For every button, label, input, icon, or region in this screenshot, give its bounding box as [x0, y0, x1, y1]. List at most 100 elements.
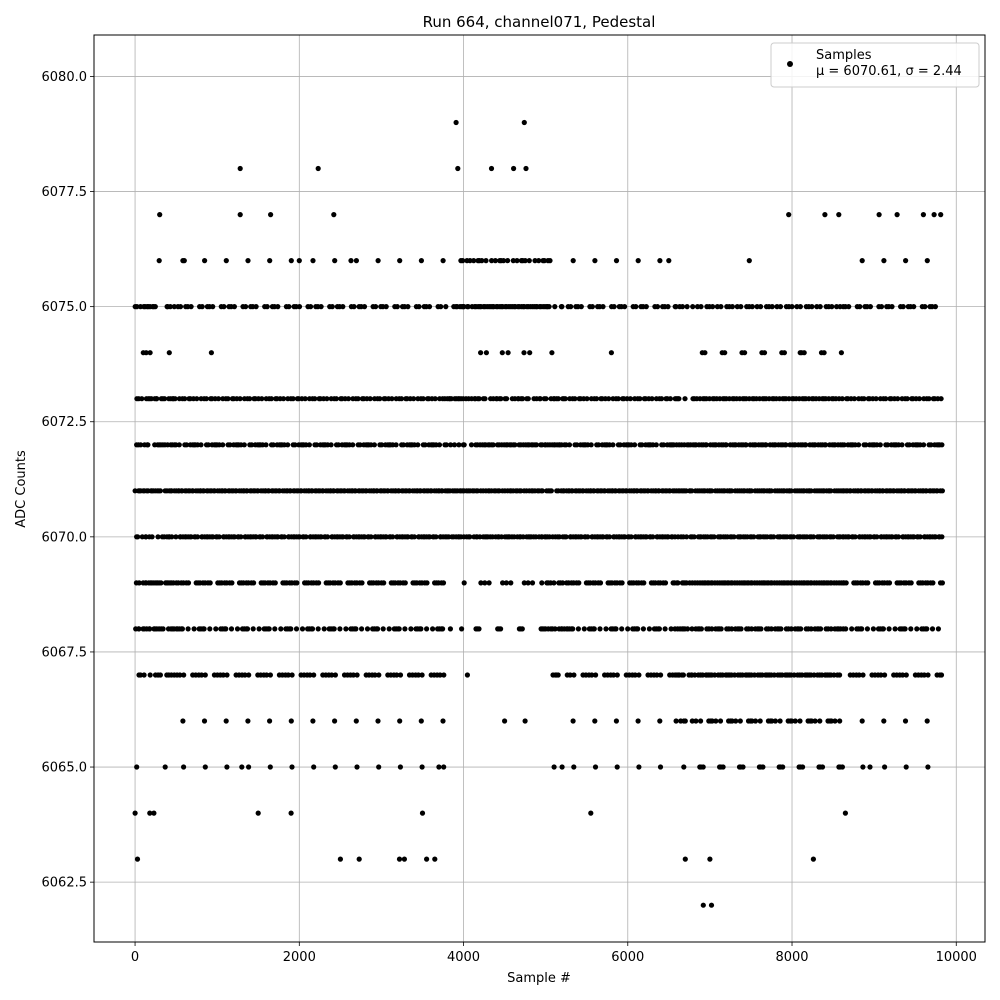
- data-point: [207, 626, 213, 632]
- data-point: [154, 396, 160, 402]
- data-point: [478, 350, 484, 356]
- data-point: [255, 810, 261, 816]
- data-point: [337, 580, 343, 586]
- data-point: [860, 672, 866, 678]
- data-point: [286, 304, 292, 310]
- data-point: [156, 258, 162, 264]
- data-point: [379, 442, 385, 448]
- data-point: [424, 856, 430, 862]
- data-point: [157, 488, 163, 494]
- data-point: [679, 304, 686, 310]
- data-point: [792, 718, 798, 724]
- data-point: [415, 442, 421, 448]
- data-point: [508, 580, 514, 586]
- data-point: [883, 396, 889, 402]
- legend: Samples μ = 6070.61, σ = 2.44: [770, 42, 980, 88]
- data-point: [902, 626, 908, 632]
- data-point: [210, 304, 216, 310]
- data-point: [166, 350, 172, 356]
- data-point: [939, 442, 945, 448]
- data-point: [308, 304, 314, 310]
- data-point: [521, 580, 527, 586]
- data-point: [570, 626, 576, 632]
- data-point: [771, 534, 777, 540]
- data-point: [383, 304, 389, 310]
- data-point: [380, 626, 386, 632]
- data-point: [709, 718, 715, 724]
- data-point: [237, 212, 243, 218]
- data-point: [337, 626, 343, 632]
- data-point: [471, 258, 477, 264]
- data-point: [654, 304, 661, 310]
- data-point: [231, 304, 237, 310]
- data-point: [147, 626, 153, 632]
- data-point: [157, 672, 163, 678]
- data-point: [533, 442, 540, 448]
- data-point: [859, 718, 865, 724]
- data-point: [521, 350, 527, 356]
- data-point: [293, 626, 300, 632]
- data-point: [280, 396, 287, 402]
- data-point: [608, 350, 615, 356]
- data-point: [917, 534, 923, 540]
- data-point: [318, 304, 324, 310]
- data-point: [247, 396, 253, 402]
- data-point: [758, 304, 764, 310]
- data-point: [237, 165, 243, 172]
- data-point: [207, 580, 213, 586]
- data-point: [597, 580, 604, 586]
- data-point: [357, 442, 363, 448]
- data-point: [738, 626, 744, 632]
- data-point: [512, 442, 518, 448]
- data-point: [552, 304, 558, 310]
- data-point: [555, 672, 561, 678]
- data-point: [560, 580, 566, 586]
- data-point: [426, 304, 433, 310]
- data-point: [571, 672, 577, 678]
- data-point: [310, 258, 316, 264]
- data-point: [285, 672, 291, 678]
- data-point: [589, 672, 595, 678]
- data-point: [646, 626, 653, 632]
- data-point: [309, 626, 316, 632]
- data-point: [552, 626, 558, 632]
- data-point: [592, 764, 599, 770]
- data-point: [181, 764, 187, 770]
- data-point: [689, 626, 695, 632]
- data-point: [658, 672, 664, 678]
- data-point: [682, 718, 688, 724]
- x-tick-label: 10000: [936, 950, 977, 965]
- data-point: [838, 350, 845, 356]
- data-point: [229, 580, 235, 586]
- data-point: [198, 442, 204, 448]
- data-point: [662, 580, 669, 586]
- data-point: [600, 304, 606, 310]
- data-point: [482, 580, 488, 586]
- data-point: [938, 672, 945, 678]
- x-tick-label: 2000: [283, 950, 316, 965]
- data-point: [852, 534, 858, 540]
- data-point: [332, 718, 338, 724]
- data-point: [139, 396, 145, 402]
- data-point: [938, 396, 944, 402]
- data-point: [589, 304, 596, 310]
- data-point: [830, 534, 836, 540]
- data-point: [376, 764, 382, 770]
- data-point: [614, 672, 620, 678]
- data-point: [603, 626, 609, 632]
- data-point: [843, 580, 849, 586]
- data-point: [331, 626, 337, 632]
- data-point: [465, 304, 471, 310]
- data-point: [432, 396, 438, 402]
- data-point: [440, 258, 446, 264]
- data-point: [885, 442, 891, 448]
- legend-stats: μ = 6070.61, σ = 2.44: [816, 64, 962, 79]
- data-point: [149, 534, 155, 540]
- data-point: [489, 258, 495, 264]
- data-point: [220, 442, 226, 448]
- data-point: [627, 396, 634, 402]
- data-point: [359, 580, 365, 586]
- data-point: [215, 396, 222, 402]
- data-point: [499, 350, 505, 356]
- data-point: [613, 626, 619, 632]
